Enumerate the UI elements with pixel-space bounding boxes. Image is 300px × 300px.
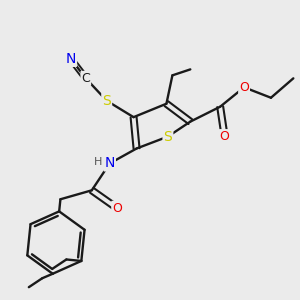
Text: N: N: [66, 52, 76, 66]
Text: O: O: [112, 202, 122, 215]
Text: S: S: [102, 94, 111, 108]
Text: H: H: [94, 157, 103, 167]
Text: S: S: [164, 130, 172, 144]
Text: C: C: [81, 72, 90, 85]
Text: O: O: [220, 130, 230, 143]
Text: N: N: [104, 156, 115, 170]
Text: O: O: [239, 81, 249, 94]
